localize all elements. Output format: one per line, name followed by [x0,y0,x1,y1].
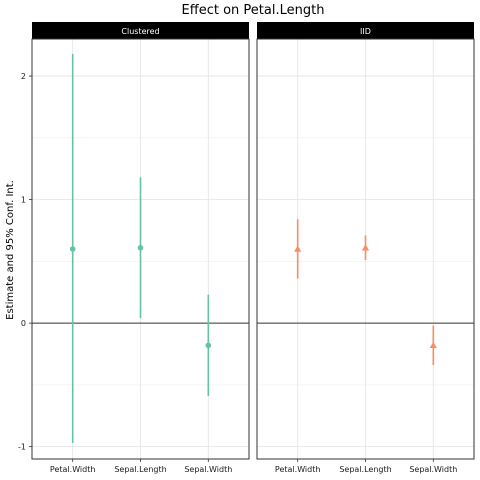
panel-iid: IID Petal.Width Sepal.Length Sepal.Width [256,22,475,474]
estimate-point [137,244,144,251]
facet-panels: Clustered Petal.Width Sepal.Length Sepal.Wi… [18,22,475,474]
estimate-point [429,341,437,349]
x-tick-label: Petal.Width [50,465,96,474]
y-tick-label: 2 [21,72,26,81]
estimate-point [69,246,76,252]
x-tick-label: Sepal.Width [409,465,457,474]
panel-clustered: Clustered Petal.Width Sepal.Length Sepal.Wi… [31,22,250,474]
y-tick-label: 1 [21,196,26,205]
estimate-point [294,245,302,252]
estimate-point [205,342,212,349]
x-tick-label: Sepal.Length [114,465,166,474]
strip-label: IID [360,27,371,36]
x-tick-label: Petal.Width [275,465,321,474]
y-tick-label: -1 [18,443,26,452]
strip-clustered [32,22,249,39]
panel-border [31,38,250,460]
y-axis-title: Estimate and 95% Conf. Int. [5,180,16,320]
y-tick-label: 0 [21,319,26,328]
x-tick-label: Sepal.Length [339,465,391,474]
x-tick-label: Sepal.Width [184,465,232,474]
estimate-point [361,244,370,251]
strip-label: Clustered [121,27,159,36]
chart-title: Effect on Petal.Length [182,3,325,18]
panel-border [256,38,475,460]
strip-iid [257,22,474,39]
